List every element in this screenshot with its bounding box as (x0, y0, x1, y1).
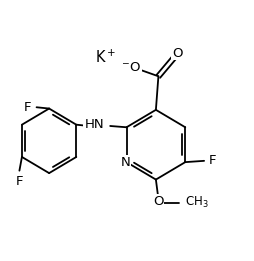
Text: F: F (24, 101, 31, 114)
Text: CH$_3$: CH$_3$ (185, 195, 209, 210)
Text: $^-\!$O: $^-\!$O (120, 61, 141, 74)
Text: K$^+$: K$^+$ (95, 48, 116, 66)
Text: F: F (209, 154, 217, 167)
Text: HN: HN (84, 118, 104, 131)
Text: O: O (153, 195, 164, 208)
Text: O: O (172, 46, 182, 60)
Text: N: N (120, 156, 130, 169)
Text: F: F (16, 175, 23, 188)
